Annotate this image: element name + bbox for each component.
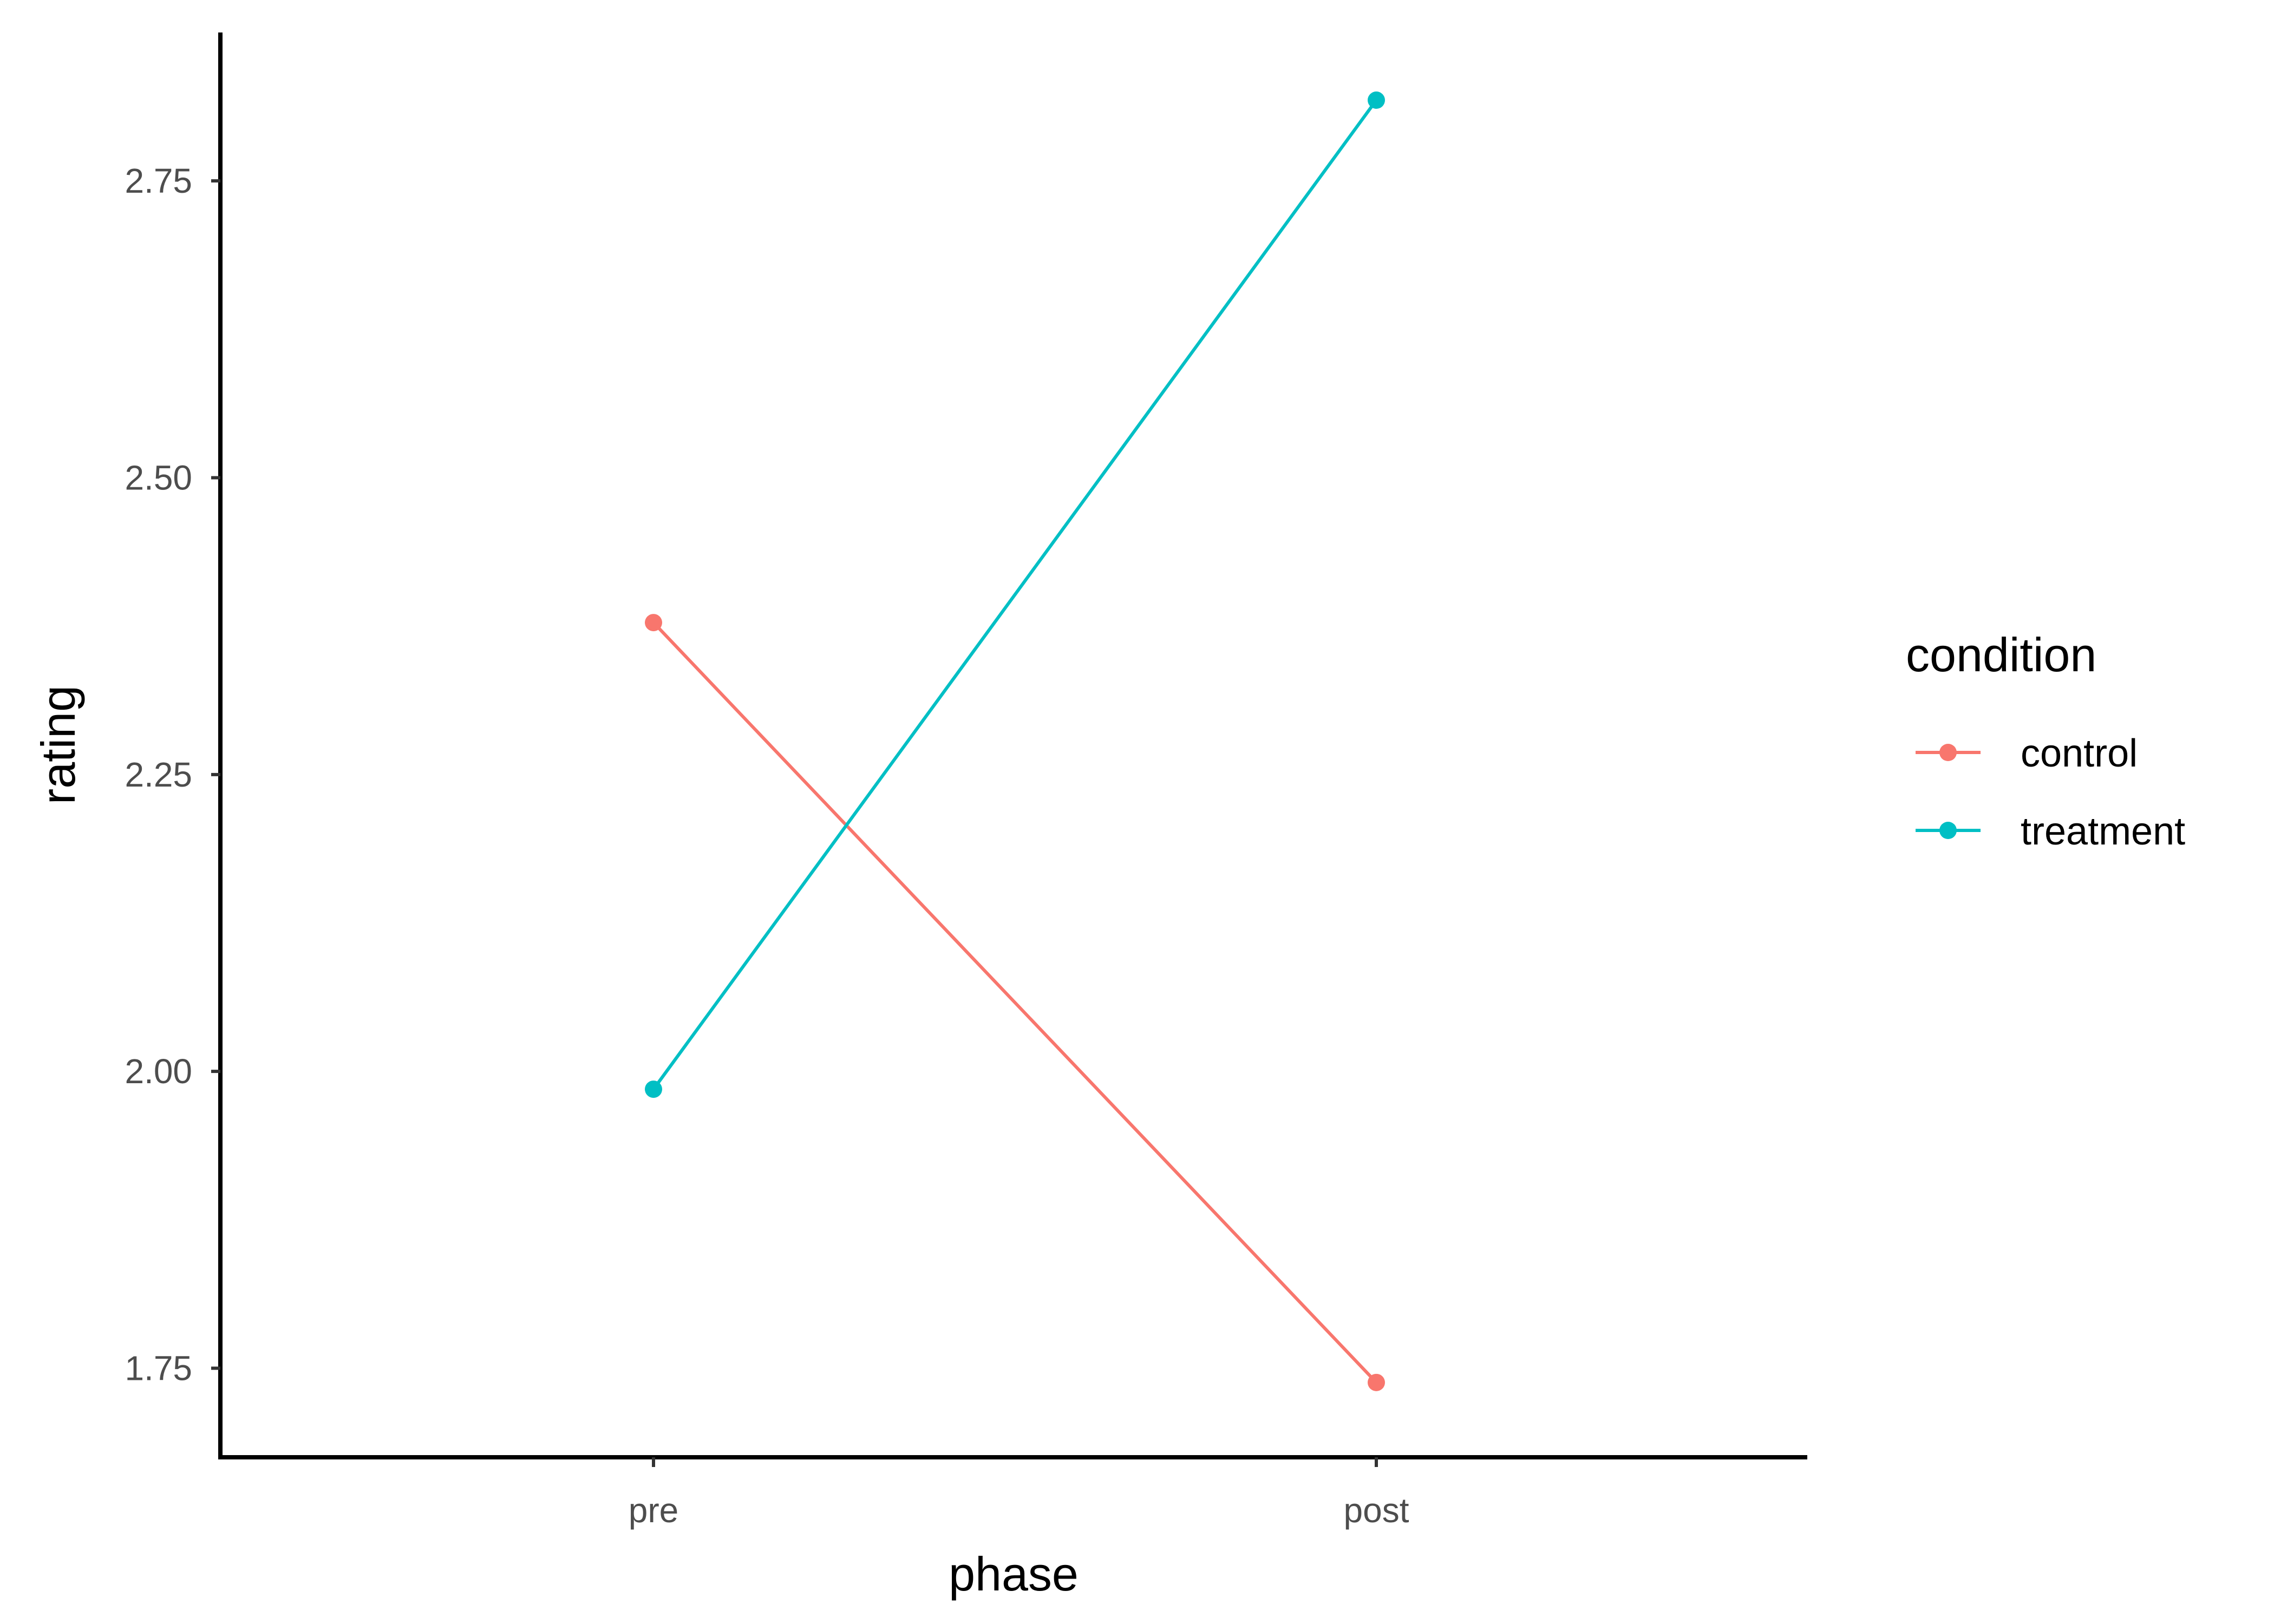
- data-point-treatment-post: [1368, 91, 1385, 109]
- legend-title: condition: [1906, 628, 2096, 682]
- legend-label: control: [2021, 732, 2138, 775]
- data-point-treatment-pre: [645, 1081, 662, 1098]
- y-tick-label: 2.00: [125, 1052, 192, 1091]
- x-ticks: pre post: [629, 1457, 1409, 1530]
- y-tick-label: 1.75: [125, 1349, 192, 1388]
- legend-key-point: [1939, 822, 1957, 839]
- x-tick-label: pre: [629, 1491, 679, 1530]
- legend-label: treatment: [2021, 810, 2185, 853]
- legend-key-point: [1939, 744, 1957, 761]
- legend-items: control treatment: [1916, 732, 2185, 853]
- data-point-control-pre: [645, 614, 662, 632]
- series-line-control: [652, 621, 1378, 1384]
- y-tick-label: 2.25: [125, 755, 192, 794]
- legend: condition control treatment: [1906, 628, 2185, 853]
- series-control: [645, 614, 1385, 1391]
- axes: [218, 32, 1807, 1459]
- y-tick-label: 2.50: [125, 459, 192, 497]
- x-tick-label: post: [1344, 1491, 1409, 1530]
- data-point-control-post: [1368, 1373, 1385, 1391]
- series-line-treatment: [652, 99, 1378, 1090]
- x-axis-title: phase: [949, 1547, 1079, 1601]
- y-tick-label: 2.75: [125, 161, 192, 200]
- legend-item-control: control: [1916, 732, 2138, 775]
- series-layer: [645, 91, 1385, 1391]
- y-ticks: 1.75 2.00 2.25 2.50 2.75: [125, 161, 220, 1388]
- y-axis-title: rating: [31, 685, 85, 804]
- legend-item-treatment: treatment: [1916, 810, 2185, 853]
- series-treatment: [645, 91, 1385, 1098]
